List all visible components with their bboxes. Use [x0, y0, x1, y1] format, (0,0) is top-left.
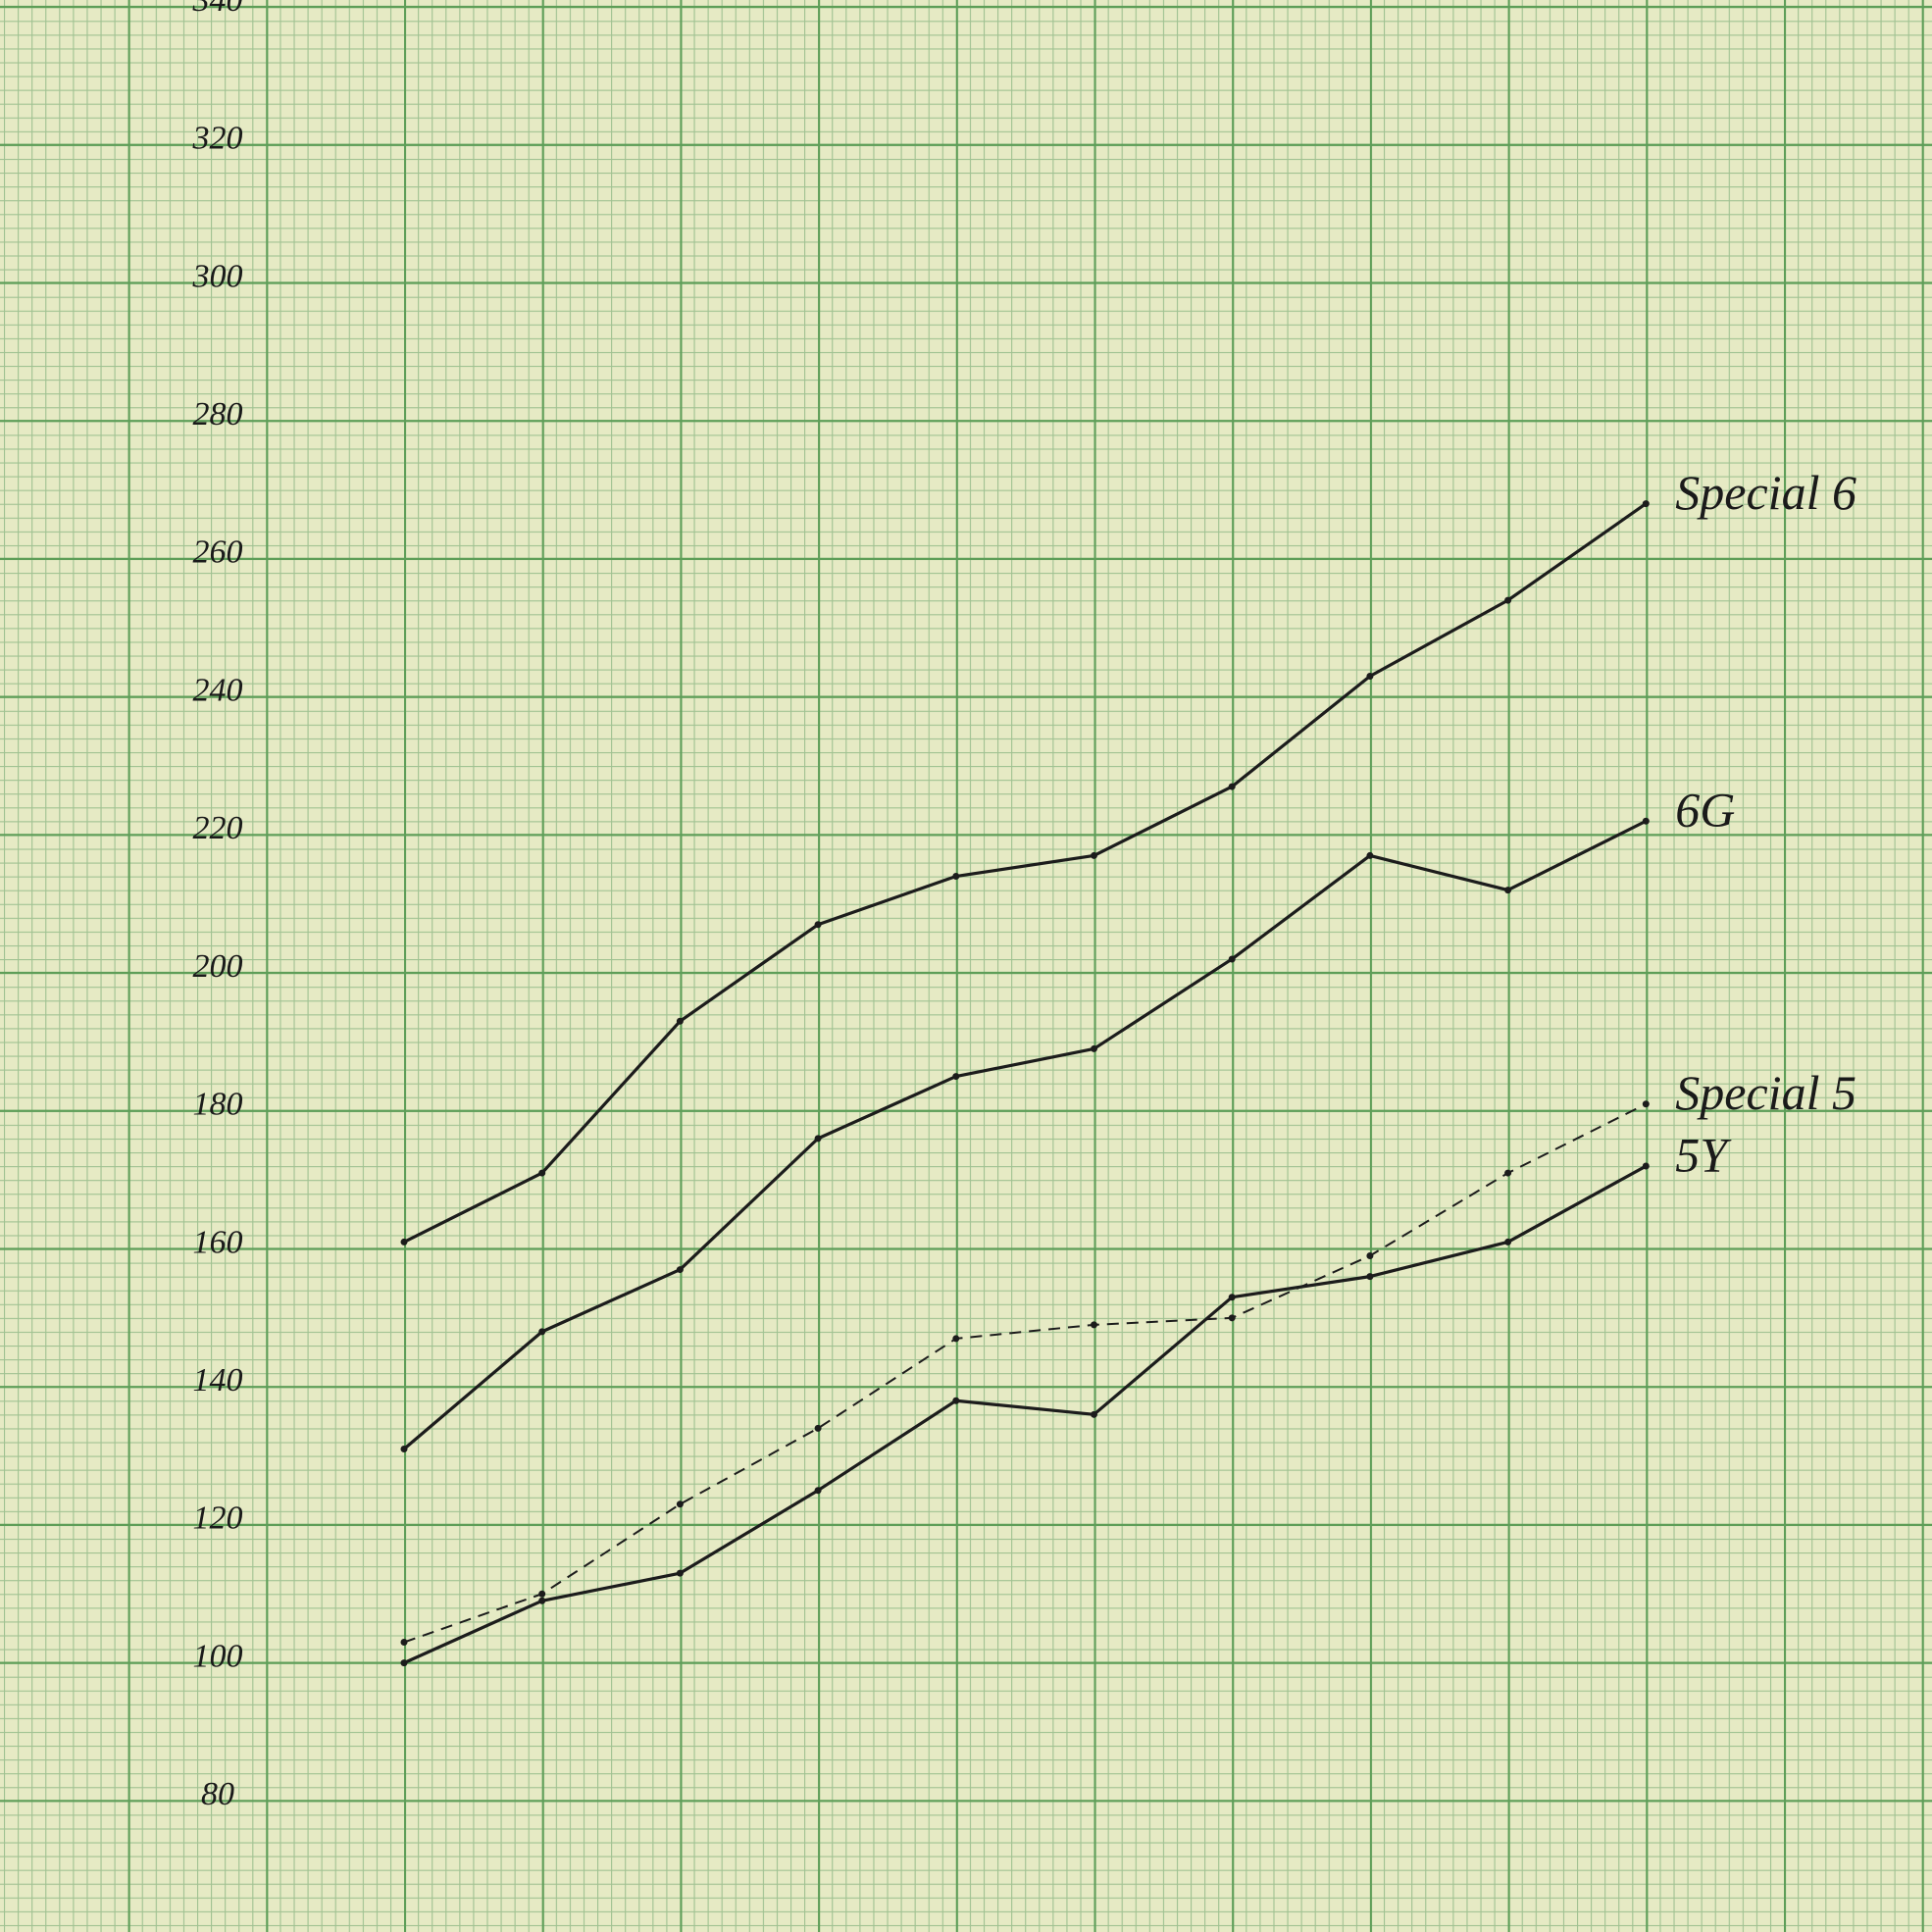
grid [0, 5, 1932, 1803]
point [1366, 1252, 1374, 1259]
point [814, 1135, 822, 1143]
point [1504, 1169, 1512, 1177]
point [952, 873, 960, 881]
y-tick-label: 280 [193, 396, 243, 432]
point [1366, 851, 1374, 859]
series-line [402, 819, 1648, 1450]
y-tick-label: 160 [193, 1224, 243, 1260]
point [1504, 1238, 1512, 1246]
y-tick-label: 80 [201, 1776, 234, 1812]
y-tick-label: 100 [193, 1638, 243, 1674]
point [400, 1238, 408, 1246]
point [400, 1639, 408, 1646]
y-tick-label: 220 [193, 810, 243, 846]
point [1091, 1410, 1097, 1418]
point [400, 1659, 408, 1667]
point [400, 1446, 408, 1452]
y-tick-label: 120 [193, 1500, 243, 1537]
point [1642, 817, 1650, 825]
point [1366, 1273, 1374, 1281]
point [676, 1500, 684, 1508]
point [1228, 955, 1236, 963]
point [1228, 783, 1236, 790]
point [952, 1335, 960, 1343]
point [1091, 1044, 1097, 1052]
y-tick-label: 300 [192, 258, 243, 294]
point [1228, 1294, 1236, 1301]
point [1091, 1321, 1097, 1329]
plot: 80 100 120 140 160 180 200 220 240 260 280 300 320 34… [192, 0, 1856, 1812]
series-label: Special 5 [1675, 1065, 1856, 1120]
series-label: Special 6 [1675, 465, 1856, 520]
y-tick-label: 200 [193, 948, 243, 985]
point [814, 1424, 822, 1432]
point [952, 1397, 960, 1404]
point [1642, 1162, 1650, 1170]
series-label: 6G [1675, 783, 1735, 838]
series-line [403, 502, 1648, 1244]
point [538, 1590, 546, 1598]
point [1228, 1314, 1236, 1322]
series-line [403, 1164, 1648, 1665]
y-tick-label: 240 [193, 672, 243, 708]
point [1366, 673, 1374, 680]
point [814, 921, 822, 929]
y-tick-label: 260 [193, 534, 243, 571]
point [1504, 596, 1512, 604]
point [538, 1328, 546, 1336]
point [538, 1597, 546, 1604]
y-tick-label: 180 [193, 1087, 243, 1123]
y-tick-label: 140 [193, 1362, 243, 1398]
point [676, 1266, 684, 1274]
point [676, 1569, 684, 1577]
y-tick-label: 340 [192, 0, 243, 19]
series-line [403, 1102, 1647, 1644]
point [814, 1487, 822, 1495]
series-label: 5Y [1675, 1128, 1732, 1183]
y-tick-label: 320 [192, 121, 243, 157]
point [952, 1073, 960, 1081]
point [1642, 500, 1650, 508]
point [1642, 1100, 1650, 1108]
point [1504, 887, 1512, 894]
point [1091, 851, 1097, 859]
point [538, 1169, 546, 1177]
point [676, 1017, 684, 1025]
